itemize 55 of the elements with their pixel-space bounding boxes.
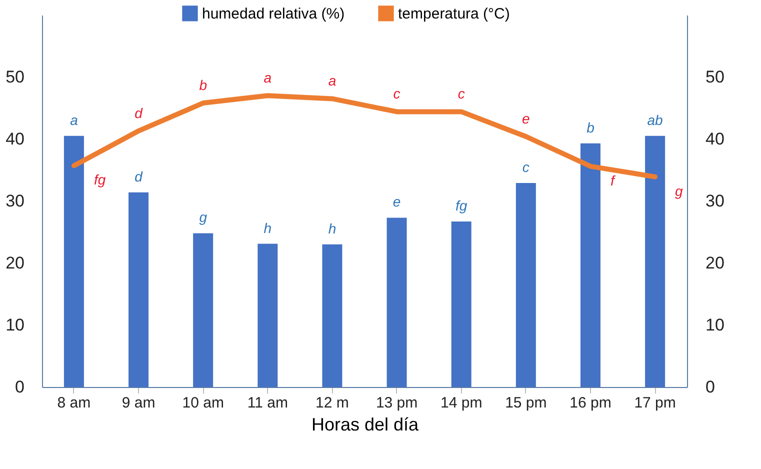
bar (516, 183, 536, 387)
data-label: b (199, 77, 208, 94)
data-label: fg (94, 172, 106, 188)
x-tick-label: 12 m (316, 394, 349, 412)
y-tick-label: 10 (6, 316, 24, 334)
data-label: e (522, 110, 530, 127)
x-axis-title: Horas del día (311, 414, 420, 434)
bar (64, 136, 84, 387)
y-tick-label: 40 (6, 130, 24, 148)
y2-tick-label: 40 (706, 130, 724, 148)
data-label: h (328, 220, 336, 236)
data-label: fg (456, 197, 468, 214)
bar (258, 244, 278, 387)
y2-tick-label: 30 (706, 192, 724, 210)
x-tick-label: 17 pm (634, 394, 676, 412)
data-label: g (199, 209, 208, 226)
data-label: c (458, 86, 465, 102)
y-tick-label: 20 (6, 254, 24, 272)
bar (128, 192, 149, 387)
data-label: a (70, 112, 78, 128)
data-label: d (134, 104, 144, 121)
x-tick-label: 14 pm (440, 394, 482, 412)
x-tick-label: 11 am (247, 394, 288, 412)
data-label: ab (647, 112, 664, 128)
bar (386, 218, 407, 387)
x-tick-label: 15 pm (505, 394, 547, 412)
data-label: d (134, 168, 144, 184)
x-tick-label: 8 am (57, 394, 91, 412)
bar (322, 244, 342, 387)
bar (193, 233, 214, 387)
x-tick-label: 10 am (182, 394, 224, 412)
y-tick-label: 0 (15, 378, 24, 396)
data-label: f (610, 172, 616, 188)
y2-tick-label: 10 (706, 316, 724, 334)
legend-label: humedad relativa (%) (202, 5, 345, 22)
x-tick-label: 9 am (122, 394, 156, 412)
data-label: c (522, 159, 530, 176)
bar (645, 136, 666, 387)
y-tick-label: 30 (6, 192, 24, 210)
data-label: h (264, 220, 272, 236)
data-label: a (264, 70, 272, 86)
y2-tick-label: 20 (706, 254, 724, 272)
data-label: b (586, 119, 595, 136)
legend-label: temperatura (°C) (398, 5, 510, 22)
x-tick-label: 13 pm (376, 394, 418, 412)
x-tick-label: 16 pm (570, 394, 612, 412)
bar (580, 143, 600, 387)
data-label: e (392, 194, 401, 210)
y2-tick-label: 0 (706, 378, 715, 396)
y-tick-label: 50 (6, 68, 24, 86)
bar (451, 221, 472, 387)
data-label: g (675, 182, 684, 199)
y2-tick-label: 50 (706, 68, 724, 86)
data-label: a (328, 72, 336, 89)
data-label: c (393, 86, 400, 102)
